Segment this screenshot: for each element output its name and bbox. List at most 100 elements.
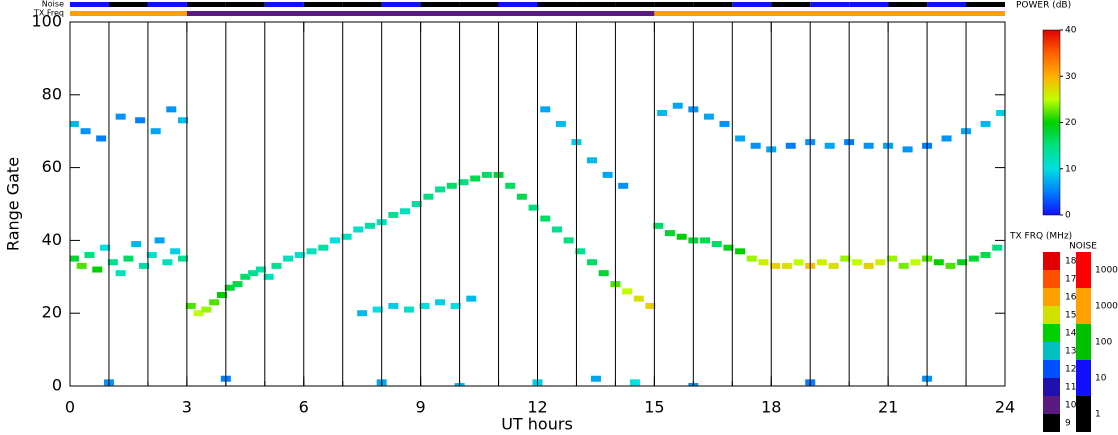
scatter-cell: [185, 302, 196, 309]
noise-colorbar-label: 10000: [1095, 266, 1118, 276]
scatter-cell: [750, 142, 761, 149]
tx-colorbar-cell: [1043, 414, 1060, 432]
scatter-cell: [828, 262, 839, 269]
scatter-cell: [992, 244, 1003, 251]
tx-freq-segment: [70, 11, 187, 16]
noise-segment: [147, 2, 187, 7]
noise-segment: [576, 2, 616, 7]
tx-colorbar-cell: [1043, 342, 1060, 360]
scatter-cell: [863, 262, 874, 269]
noise-colorbar-cell: [1076, 396, 1091, 432]
scatter-cell: [653, 222, 664, 229]
noise-colorbar-label: 100: [1095, 338, 1112, 348]
scatter-cell: [629, 379, 640, 386]
noise-segment: [732, 2, 772, 7]
x-tick-label: 6: [299, 398, 309, 417]
noise-segment: [537, 2, 577, 7]
scatter-cell: [618, 182, 629, 189]
noise-segment: [264, 2, 304, 7]
noise-colorbar-cell: [1076, 288, 1091, 324]
noise-colorbar-label: NOISE: [1069, 242, 1097, 252]
scatter-cell: [540, 215, 551, 222]
scatter-cell: [758, 259, 769, 266]
scatter-cell: [840, 255, 851, 262]
y-tick-label: 60: [42, 157, 62, 176]
scatter-cell: [372, 306, 383, 313]
scatter-cell: [723, 244, 734, 251]
power-colorbar: [1042, 29, 1061, 216]
noise-colorbar-label: 1: [1095, 410, 1101, 420]
scatter-cell: [283, 255, 294, 262]
tx-colorbar-label: 10: [1065, 401, 1077, 411]
scatter-cell: [263, 273, 274, 280]
x-tick-label: 24: [995, 398, 1015, 417]
scatter-cell: [622, 288, 633, 295]
scatter-cell: [540, 106, 551, 113]
scatter-cell: [177, 117, 188, 124]
scatter-cell: [271, 262, 282, 269]
x-tick-label: 3: [182, 398, 192, 417]
x-tick-label: 18: [761, 398, 781, 417]
scatter-cell: [115, 270, 126, 277]
scatter-cell: [353, 226, 364, 233]
tx-colorbar-cell: [1043, 306, 1060, 324]
scatter-cell: [107, 259, 118, 266]
scatter-cell: [875, 259, 886, 266]
noise-segment: [420, 2, 460, 7]
scatter-cell: [910, 259, 921, 266]
scatter-cell: [466, 295, 477, 302]
scatter-cell: [664, 230, 675, 237]
scatter-cell: [240, 273, 251, 280]
scatter-cell: [100, 244, 111, 251]
scatter-cell: [711, 241, 722, 248]
scatter-cell: [746, 255, 757, 262]
scatter-cell: [887, 255, 898, 262]
scatter-cell: [400, 208, 411, 215]
scatter-cell: [851, 259, 862, 266]
colorbar-tick-label: 10: [1065, 164, 1077, 174]
scatter-cell: [645, 302, 656, 309]
tx-colorbar-label: 14: [1065, 329, 1077, 339]
scatter-cell: [957, 259, 968, 266]
scatter-cell: [201, 306, 212, 313]
scatter-cell: [785, 142, 796, 149]
y-tick-label: 100: [31, 12, 62, 31]
y-tick-label: 20: [42, 303, 62, 322]
noise-colorbar-label: 1000: [1095, 302, 1118, 312]
scatter-cell: [933, 259, 944, 266]
scatter-cell: [898, 262, 909, 269]
scatter-cell: [505, 182, 516, 189]
scatter-cell: [481, 171, 492, 178]
tx-colorbar-label: 12: [1065, 365, 1076, 375]
scatter-cell: [657, 110, 668, 116]
scatter-cell: [306, 248, 317, 255]
scatter-cell: [411, 201, 422, 207]
x-tick-label: 0: [65, 398, 75, 417]
tx-freq-label: TX Freq: [33, 9, 64, 18]
x-axis-label: UT hours: [501, 415, 573, 434]
y-tick-label: 80: [42, 84, 62, 103]
scatter-cell: [76, 262, 87, 269]
tx-colorbar-label: 9: [1065, 419, 1071, 429]
noise-segment: [966, 2, 1005, 7]
scatter-cell: [781, 262, 792, 269]
scatter-cell: [209, 299, 220, 306]
scatter-cell: [563, 237, 574, 244]
scatter-cell: [996, 110, 1005, 116]
noise-segment: [888, 2, 928, 7]
scatter-cell: [146, 251, 157, 258]
scatter-cell: [435, 299, 446, 306]
scatter-cell: [968, 255, 979, 262]
x-tick-label: 21: [878, 398, 898, 417]
scatter-cell: [255, 266, 266, 273]
colorbar-tick-label: 30: [1065, 72, 1077, 82]
scatter-cell: [92, 266, 103, 273]
noise-segment: [70, 2, 109, 7]
y-tick-label: 40: [42, 230, 62, 249]
scatter-cell: [587, 259, 598, 266]
scatter-cell: [470, 175, 481, 182]
scatter-cell: [587, 157, 598, 164]
scatter-cell: [945, 262, 956, 269]
scatter-cell: [70, 120, 79, 127]
